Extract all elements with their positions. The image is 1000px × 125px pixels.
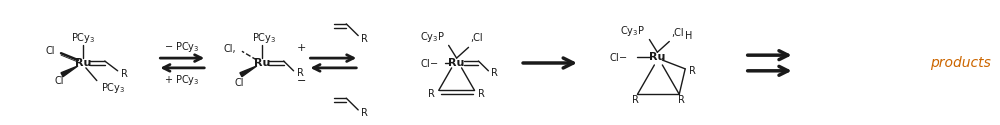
Text: Cl: Cl [46, 46, 55, 56]
Text: PCy$_3$: PCy$_3$ [252, 31, 276, 45]
Text: ,Cl: ,Cl [671, 28, 684, 38]
Polygon shape [240, 66, 257, 77]
Text: $-$: $-$ [296, 74, 307, 84]
Text: Ru: Ru [649, 52, 666, 62]
Text: Ru: Ru [75, 58, 91, 68]
Text: R: R [361, 34, 368, 43]
Polygon shape [61, 66, 78, 77]
Text: PCy$_3$: PCy$_3$ [71, 31, 95, 45]
Text: products: products [930, 56, 991, 70]
Text: R: R [689, 66, 696, 76]
Text: Ru: Ru [448, 58, 465, 68]
Text: Ru: Ru [254, 58, 270, 68]
Text: R: R [297, 68, 303, 78]
Text: R: R [678, 95, 685, 105]
Text: Cy$_3$P: Cy$_3$P [620, 24, 645, 38]
Text: Cl: Cl [234, 78, 244, 88]
Text: ,Cl: ,Cl [471, 33, 483, 43]
Text: R: R [361, 108, 368, 118]
Text: Cl$-$: Cl$-$ [420, 57, 439, 69]
Text: Cl: Cl [54, 76, 64, 86]
Text: Cl$-$: Cl$-$ [609, 51, 628, 63]
Text: $-$ PCy$_3$: $-$ PCy$_3$ [164, 40, 200, 54]
Text: R: R [121, 69, 128, 79]
Text: Cy$_3$P: Cy$_3$P [420, 30, 445, 44]
Text: $+$ PCy$_3$: $+$ PCy$_3$ [164, 73, 200, 87]
Text: $+$: $+$ [296, 42, 307, 53]
Text: R: R [428, 89, 435, 99]
Text: H: H [685, 31, 693, 41]
Text: R: R [478, 89, 485, 99]
Text: R: R [632, 95, 639, 105]
Text: Cl,: Cl, [223, 44, 236, 54]
Text: PCy$_3$: PCy$_3$ [101, 81, 125, 95]
Text: R: R [491, 68, 498, 78]
